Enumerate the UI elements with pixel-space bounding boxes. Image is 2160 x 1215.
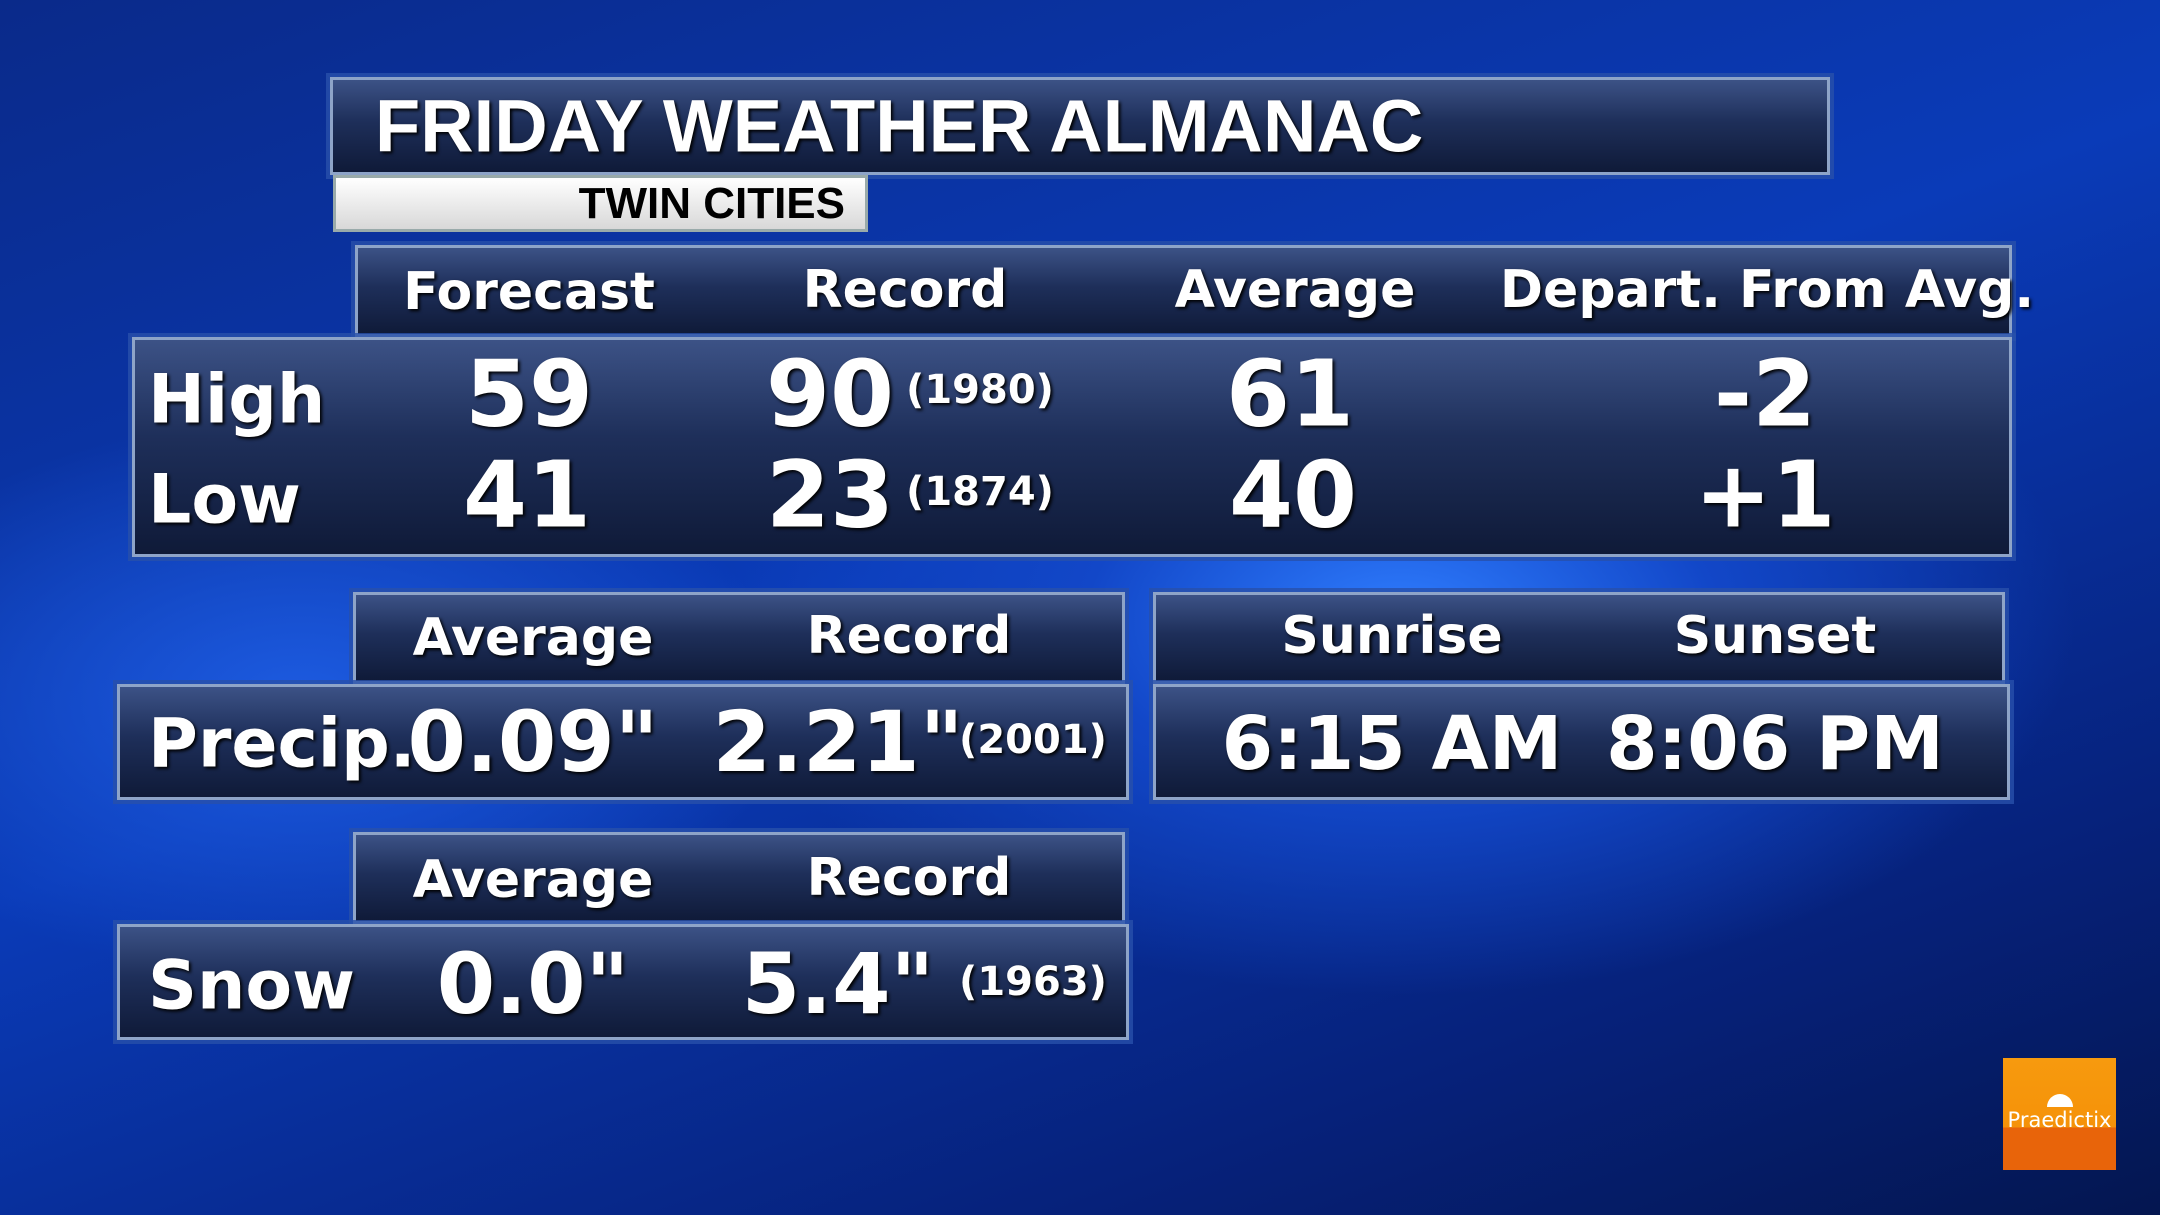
row-label-high: High bbox=[148, 360, 326, 440]
header-sunset: Sunset bbox=[1673, 606, 1877, 666]
precip-record: 2.21" bbox=[712, 693, 964, 791]
precip-label: Precip. bbox=[148, 704, 416, 784]
low-forecast: 41 bbox=[462, 441, 592, 549]
location-bar: TWIN CITIES bbox=[333, 175, 868, 232]
header-departure: Depart. From Avg. bbox=[1499, 260, 2035, 320]
sunrise-time: 6:15 AM bbox=[1221, 701, 1563, 787]
high-departure: -2 bbox=[1713, 340, 1817, 448]
snow-header-average: Average bbox=[412, 850, 654, 910]
snow-record-year: (1963) bbox=[959, 959, 1107, 1005]
header-record: Record bbox=[802, 260, 1008, 320]
header-average: Average bbox=[1174, 260, 1416, 320]
praedictix-logo: Praedictix bbox=[2003, 1058, 2116, 1170]
sunset-time: 8:06 PM bbox=[1606, 701, 1944, 787]
low-record: 23 bbox=[765, 441, 895, 549]
temp-header bbox=[355, 245, 2012, 337]
header-sunrise: Sunrise bbox=[1281, 606, 1503, 666]
sun-header bbox=[1153, 592, 2005, 684]
precip-panel bbox=[117, 684, 1129, 800]
low-record-year: (1874) bbox=[906, 469, 1054, 515]
temp-panel bbox=[132, 337, 2012, 557]
logo-text: Praedictix bbox=[2007, 1108, 2112, 1133]
precip-header bbox=[353, 592, 1125, 684]
high-average: 61 bbox=[1225, 340, 1355, 448]
snow-panel bbox=[117, 924, 1129, 1040]
location-label: TWIN CITIES bbox=[578, 178, 845, 228]
precip-average: 0.09" bbox=[407, 693, 659, 791]
low-departure: +1 bbox=[1694, 441, 1836, 549]
precip-record-year: (2001) bbox=[959, 717, 1107, 763]
snow-average: 0.0" bbox=[436, 935, 630, 1033]
precip-header-record: Record bbox=[806, 606, 1012, 666]
snow-label: Snow bbox=[148, 946, 355, 1026]
sun-panel bbox=[1153, 684, 2010, 800]
page-title: FRIDAY WEATHER ALMANAC bbox=[375, 84, 1424, 168]
snow-header-record: Record bbox=[806, 848, 1012, 908]
high-record-year: (1980) bbox=[906, 367, 1054, 413]
umbrella-icon bbox=[2046, 1094, 2073, 1107]
high-forecast: 59 bbox=[464, 340, 594, 448]
snow-header bbox=[353, 832, 1125, 924]
header-forecast: Forecast bbox=[403, 262, 655, 322]
title-bar: FRIDAY WEATHER ALMANAC bbox=[330, 77, 1830, 175]
precip-header-average: Average bbox=[412, 608, 654, 668]
high-record: 90 bbox=[765, 340, 895, 448]
snow-record: 5.4" bbox=[741, 935, 935, 1033]
low-average: 40 bbox=[1228, 441, 1358, 549]
row-label-low: Low bbox=[148, 460, 301, 540]
